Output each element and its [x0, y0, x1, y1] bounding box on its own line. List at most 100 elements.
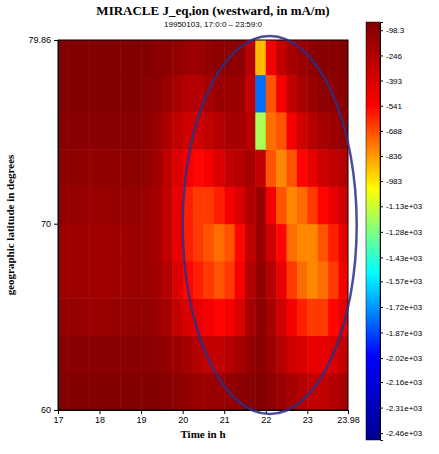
cell: [214, 149, 225, 187]
cell: [245, 298, 256, 336]
cell: [214, 335, 225, 373]
cell: [328, 261, 339, 299]
cell: [287, 149, 298, 187]
tick-mark: [54, 224, 58, 225]
title: MIRACLE J_eq,ion (westward, in mA/m): [96, 3, 329, 18]
tick-label: -983: [386, 177, 403, 186]
tick-mark: [380, 81, 383, 82]
cell: [89, 261, 100, 299]
cell: [224, 149, 235, 187]
cell: [224, 335, 235, 373]
cell: [193, 149, 204, 187]
cell: [245, 373, 256, 410]
cell: [338, 186, 348, 224]
cell: [276, 335, 287, 373]
tick: -1.43e+03: [380, 254, 423, 263]
x-axis-title: Time in h: [180, 428, 225, 440]
cell: [120, 40, 131, 75]
tick-label: -246: [386, 52, 403, 61]
tick-label: 22: [261, 415, 271, 425]
cell: [162, 112, 173, 150]
cell: [183, 75, 194, 113]
cell: [151, 149, 162, 187]
cell: [338, 149, 348, 187]
tick: -246: [380, 52, 403, 61]
tick-mark: [380, 281, 383, 282]
cell: [58, 335, 69, 373]
cell: [100, 335, 111, 373]
cell: [183, 335, 194, 373]
cell: [79, 112, 90, 150]
cell: [79, 224, 90, 262]
cell: [318, 298, 329, 336]
cell: [235, 186, 246, 224]
cell: [131, 373, 142, 410]
cell: [120, 75, 131, 113]
cell: [224, 261, 235, 299]
cell: [141, 261, 152, 299]
cell: [328, 373, 339, 410]
tick-mark: [380, 333, 383, 334]
tick: -2.02e+03: [380, 354, 423, 363]
cell: [58, 112, 69, 150]
plot-frame: [58, 40, 348, 410]
tick: 17: [53, 410, 63, 425]
tick-mark: [54, 40, 58, 41]
cell: [151, 373, 162, 410]
tick: -393: [380, 77, 403, 86]
cell: [318, 149, 329, 187]
tick: 18: [95, 410, 105, 425]
tick-label: 18: [95, 415, 105, 425]
cell: [224, 224, 235, 262]
cell: [68, 186, 79, 224]
tick-mark: [100, 410, 101, 414]
cell: [328, 112, 339, 150]
cell: [255, 373, 266, 410]
tick: -1.28e+03: [380, 228, 423, 237]
cell: [287, 261, 298, 299]
cell: [131, 261, 142, 299]
cell: [224, 298, 235, 336]
cell: [276, 40, 287, 75]
tick: 21: [220, 410, 230, 425]
tick-label: -2.46e+03: [386, 429, 423, 438]
tick-mark: [380, 181, 383, 182]
cell: [131, 298, 142, 336]
cell: [120, 186, 131, 224]
cell: [172, 298, 183, 336]
tick: -2.46e+03: [380, 429, 423, 438]
cell: [110, 261, 121, 299]
cell: [79, 75, 90, 113]
cell: [203, 298, 214, 336]
cell: [131, 40, 142, 75]
cell: [203, 224, 214, 262]
tick: -1.87e+03: [380, 329, 423, 338]
tick-mark: [380, 232, 383, 233]
cell: [151, 75, 162, 113]
tick: -836: [380, 152, 403, 161]
tick: 70: [41, 219, 58, 229]
tick-mark: [380, 408, 383, 409]
tick: 23: [303, 410, 313, 425]
cell: [235, 224, 246, 262]
cell: [235, 149, 246, 187]
cell: [120, 298, 131, 336]
tick-label: -688: [386, 127, 403, 136]
cell: [287, 298, 298, 336]
cell: [100, 261, 111, 299]
subtitle: 19950103, 17:0:0 – 23:59:0: [164, 20, 262, 29]
cell: [297, 186, 308, 224]
cell: [203, 149, 214, 187]
cell: [162, 186, 173, 224]
cell: [110, 224, 121, 262]
cell: [255, 261, 266, 299]
cell: [266, 261, 277, 299]
cell: [193, 373, 204, 410]
cell: [307, 298, 318, 336]
heatmap: [58, 40, 348, 410]
tick-mark: [380, 382, 383, 383]
cell: [131, 112, 142, 150]
cell: [287, 186, 298, 224]
cell: [328, 298, 339, 336]
cell: [328, 224, 339, 262]
